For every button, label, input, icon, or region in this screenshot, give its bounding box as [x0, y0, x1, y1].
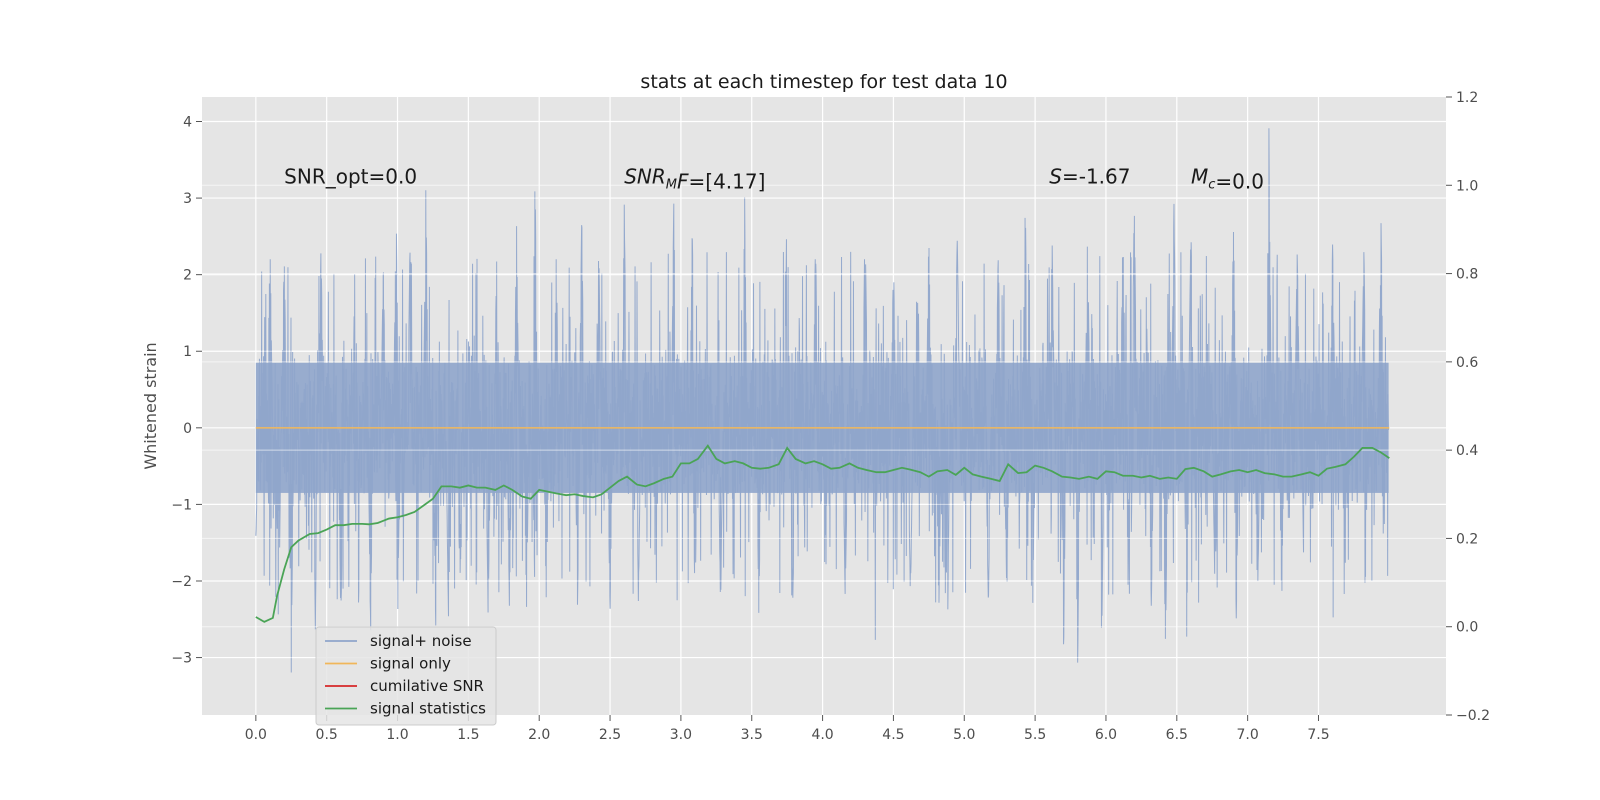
- x-tick-label: 3.0: [670, 727, 692, 743]
- x-tick-label: 1.5: [457, 727, 479, 743]
- annotation-text: Mc=0.0: [1191, 165, 1264, 194]
- x-tick-label: 7.0: [1237, 727, 1259, 743]
- annotation-text: S=-1.67: [1049, 165, 1130, 189]
- annotations: SNR_opt=0.0 SNRMF=[4.17] S=-1.67 Mc=0.0: [284, 165, 1264, 194]
- legend-label: signal only: [370, 655, 451, 673]
- y-tick-label: 2: [183, 268, 192, 284]
- y2-tick-label: 1.0: [1456, 178, 1478, 194]
- x-axis: 0.0 0.5 1.0 1.5 2.0 2.5 3.0 3.5 4.0 4.5 5.0 5.5 6.0 6…: [245, 715, 1330, 743]
- y-tick-label: 1: [183, 344, 192, 360]
- y2-tick-label: 0.0: [1456, 620, 1478, 636]
- series-signal-statistics: [255, 444, 1390, 623]
- legend-label: cumilative SNR: [370, 677, 484, 695]
- y-tick-label: −3: [171, 651, 192, 667]
- x-tick-label: 5.5: [1024, 727, 1046, 743]
- y2-tick-label: 0.8: [1456, 267, 1478, 283]
- y-tick-label: 0: [183, 421, 192, 437]
- y-axis-left: −3 −2 −1 0 1 2 3 4: [171, 115, 202, 667]
- legend-box: [315, 626, 497, 726]
- y-tick-label: 4: [183, 115, 192, 131]
- x-tick-label: 4.5: [882, 727, 904, 743]
- legend: signal+ noise signal only cumilative SNR si…: [315, 626, 497, 726]
- y2-tick-label: 1.2: [1456, 90, 1478, 106]
- annotation-text: SNR_opt=0.0: [284, 165, 417, 189]
- x-tick-label: 5.0: [953, 727, 975, 743]
- y2-tick-label: 0.4: [1456, 443, 1478, 459]
- y-tick-label: 3: [183, 191, 192, 207]
- y-axis-right: −0.2 0.0 0.2 0.4 0.6 0.8 1.0 1.2: [1446, 90, 1490, 724]
- legend-label: signal statistics: [370, 700, 486, 718]
- y-axis-label: Whitened strain: [141, 342, 160, 469]
- x-tick-label: 2.5: [599, 727, 621, 743]
- x-tick-label: 3.5: [741, 727, 763, 743]
- x-tick-label: 2.0: [528, 727, 550, 743]
- x-tick-label: 1.0: [386, 727, 408, 743]
- legend-label: signal+ noise: [370, 632, 472, 650]
- x-tick-label: 0.5: [316, 727, 338, 743]
- chart-title: stats at each timestep for test data 10: [640, 71, 1007, 93]
- x-tick-label: 0.0: [245, 727, 267, 743]
- series-lines: [255, 427, 1390, 623]
- y2-tick-label: 0.2: [1456, 531, 1478, 547]
- y2-tick-label: −0.2: [1456, 708, 1490, 724]
- x-tick-label: 7.5: [1307, 727, 1329, 743]
- y-tick-label: −2: [171, 574, 192, 590]
- y-tick-label: −1: [171, 497, 192, 513]
- x-tick-label: 6.0: [1095, 727, 1117, 743]
- x-tick-label: 6.5: [1166, 727, 1188, 743]
- x-tick-label: 4.0: [811, 727, 833, 743]
- y2-tick-label: 0.6: [1456, 355, 1478, 371]
- annotation-text: SNRMF=[4.17]: [624, 165, 765, 194]
